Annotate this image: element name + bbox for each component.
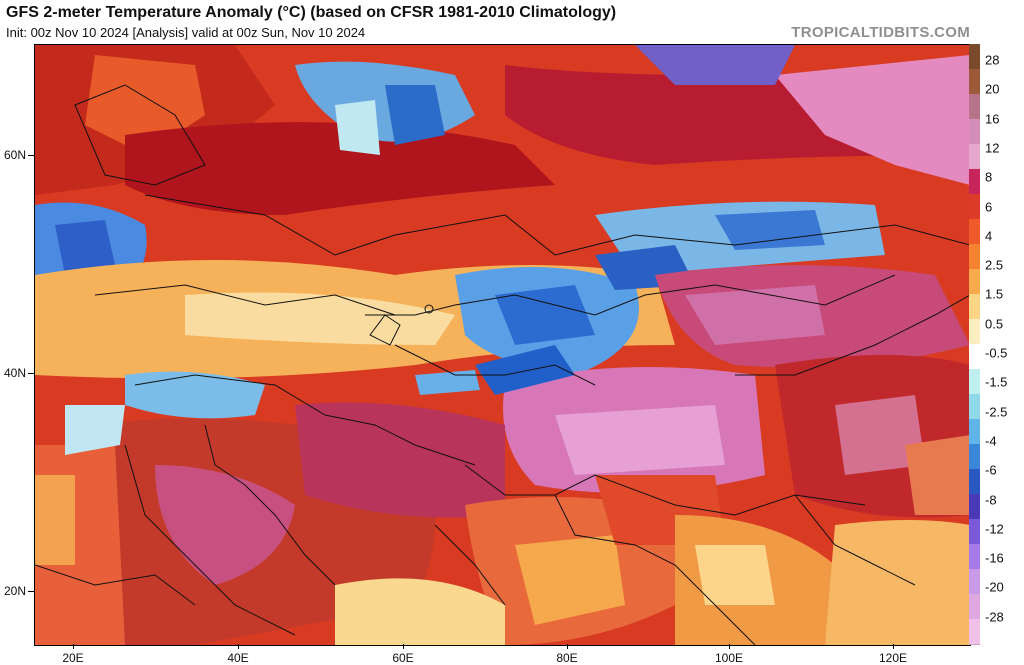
colorbar-label: 28	[985, 52, 1000, 68]
lon-label-60e: 60E	[392, 651, 414, 665]
colorbar-swatch	[969, 269, 980, 295]
colorbar-swatch	[969, 369, 980, 395]
colorbar-swatch	[969, 94, 980, 120]
colorbar-label: 12	[985, 140, 1000, 156]
map-canvas	[35, 45, 970, 645]
colorbar-label: -6	[985, 462, 997, 478]
colorbar-label: -16	[985, 550, 1004, 566]
colorbar-swatch	[969, 319, 980, 345]
colorbar-legend: 28 20 16 12 8 6 4 2.5 1.5 0.5 -0.5 -1.5 -2.5 -4 -6 -8 -1…	[969, 44, 1024, 645]
colorbar-swatch	[969, 219, 980, 245]
colorbar-swatch	[969, 119, 980, 145]
colorbar-swatch	[969, 519, 980, 545]
lon-label-20e: 20E	[62, 651, 84, 665]
country-borders	[35, 84, 970, 645]
colorbar-label: 8	[985, 169, 993, 185]
colorbar-swatch	[969, 69, 980, 95]
lat-tick-40n	[28, 373, 34, 374]
colorbar-swatch	[969, 594, 980, 620]
chart-title: GFS 2-meter Temperature Anomaly (°C) (ba…	[6, 4, 617, 21]
colorbar-label: -20	[985, 579, 1004, 595]
colorbar-swatch	[969, 44, 980, 70]
colorbar-swatch	[969, 469, 980, 495]
colorbar-label: -4	[985, 433, 997, 449]
colorbar-swatch	[969, 169, 980, 195]
init-valid-time: Init: 00z Nov 10 2024 [Analysis] valid a…	[6, 25, 366, 40]
colorbar-label: -1.5	[985, 374, 1008, 390]
colorbar-label: 2.5	[985, 257, 1004, 273]
colorbar-label: -2.5	[985, 404, 1008, 420]
colorbar-swatch	[969, 294, 980, 320]
lon-tick-20e	[73, 644, 74, 649]
lon-tick-40e	[238, 644, 239, 649]
lake-balkhash-marker	[424, 304, 434, 314]
anomaly-map	[34, 44, 971, 646]
colorbar-swatch	[969, 444, 980, 470]
east-siberia-pink	[775, 55, 970, 185]
colorbar-label: -8	[985, 492, 997, 507]
colorbar-label: 16	[985, 111, 1000, 127]
colorbar-swatch	[969, 394, 980, 420]
south-china-sea	[825, 520, 970, 645]
turkey-cold	[125, 371, 265, 419]
colorbar-label: 20	[985, 81, 1000, 97]
colorbar-label: 1.5	[985, 286, 1004, 302]
colorbar-swatch	[969, 619, 980, 645]
lat-tick-60n	[28, 155, 34, 156]
lon-label-40e: 40E	[227, 651, 249, 665]
colorbar-swatch	[969, 144, 980, 170]
colorbar-swatch	[969, 244, 980, 270]
lon-label-120e: 120E	[878, 651, 908, 665]
colorbar-label: -12	[985, 521, 1004, 537]
lon-tick-80e	[567, 644, 568, 649]
colorbar-label: -0.5	[985, 345, 1008, 361]
lon-label-100e: 100E	[714, 651, 744, 665]
colorbar-swatch	[969, 569, 980, 595]
colorbar-label: 4	[985, 228, 993, 244]
colorbar-label: 0.5	[985, 316, 1004, 332]
lon-label-80e: 80E	[556, 651, 578, 665]
lat-label-40n: 40N	[4, 366, 27, 380]
lon-tick-120e	[893, 644, 894, 649]
colorbar-swatch	[969, 544, 980, 570]
colorbar-swatch	[969, 344, 980, 370]
arctic-cold-pocket	[635, 45, 795, 85]
lat-label-20n: 20N	[4, 584, 27, 598]
himalaya-cold-streak	[475, 345, 575, 395]
colorbar-swatch	[969, 419, 980, 445]
arabian-sea	[335, 578, 505, 645]
lat-label-60n: 60N	[4, 148, 27, 162]
site-watermark: TROPICALTIDBITS.COM	[791, 24, 970, 41]
siberia-band	[125, 122, 555, 215]
lon-tick-100e	[729, 644, 730, 649]
colorbar-swatch	[969, 494, 980, 520]
colorbar-swatch	[969, 194, 980, 220]
colorbar-label: 6	[985, 199, 993, 214]
colorbar-label: -28	[985, 609, 1004, 625]
lat-tick-20n	[28, 591, 34, 592]
iran-warm	[295, 402, 505, 518]
aral-sea-outline	[369, 314, 401, 346]
lon-tick-60e	[403, 644, 404, 649]
